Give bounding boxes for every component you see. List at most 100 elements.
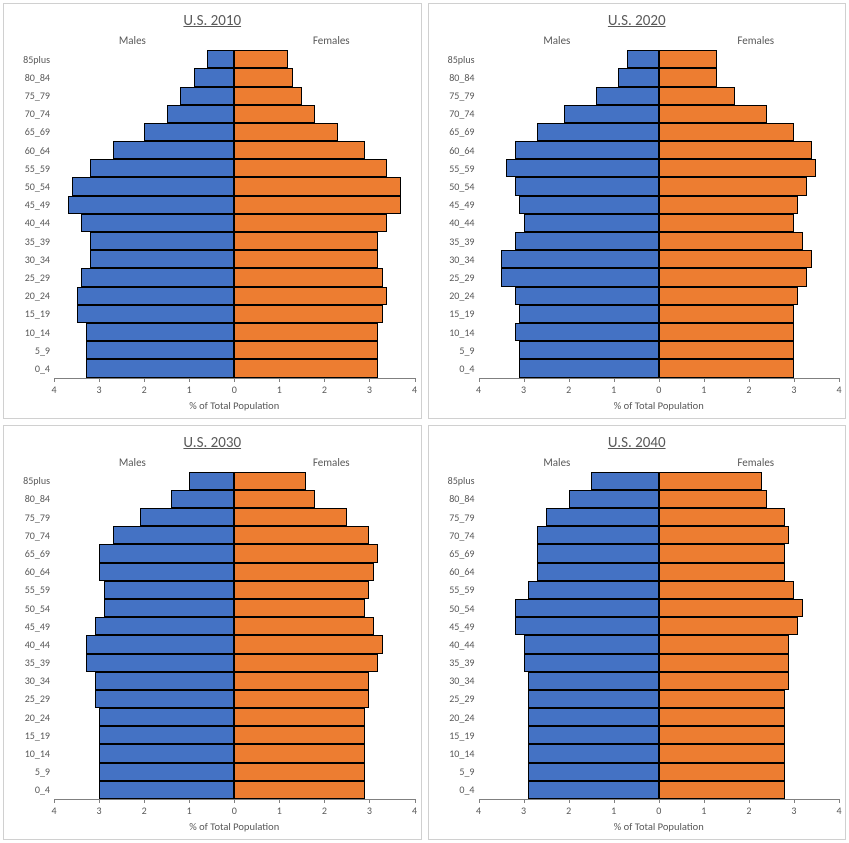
x-tick-label: 1 [187, 383, 192, 396]
female-bar [234, 526, 369, 544]
female-bar [659, 526, 790, 544]
male-bar [528, 581, 659, 599]
female-bar [659, 635, 790, 653]
male-half [54, 635, 234, 653]
age-row [479, 305, 840, 323]
y-tick-label: 45_49 [10, 617, 54, 635]
male-half [479, 141, 659, 159]
male-half [479, 472, 659, 490]
x-tick [279, 799, 280, 803]
male-bar [72, 177, 234, 195]
age-row [54, 490, 415, 508]
female-bar [234, 508, 347, 526]
x-tick-label: 2 [142, 383, 147, 396]
male-bar [99, 744, 234, 762]
male-bar [81, 268, 234, 286]
age-row [54, 563, 415, 581]
x-tick [794, 799, 795, 803]
y-tick-label: 85plus [10, 472, 54, 490]
x-tick [659, 378, 660, 382]
female-half [659, 708, 839, 726]
male-half [54, 708, 234, 726]
female-half [659, 250, 839, 268]
x-tick [189, 799, 190, 803]
female-half [659, 123, 839, 141]
female-half [234, 50, 414, 68]
female-half [234, 472, 414, 490]
male-half [54, 581, 234, 599]
age-row [54, 196, 415, 214]
male-bar [528, 708, 659, 726]
x-tick [479, 378, 480, 382]
female-half [234, 672, 414, 690]
male-bar [524, 635, 659, 653]
age-row [479, 581, 840, 599]
female-bar [659, 159, 817, 177]
female-half [659, 726, 839, 744]
y-tick-label: 80_84 [435, 490, 479, 508]
age-row [54, 744, 415, 762]
male-bar [113, 141, 235, 159]
male-bar [77, 305, 235, 323]
x-tick [369, 378, 370, 382]
panel-title: U.S. 2010 [10, 12, 415, 30]
male-half [479, 726, 659, 744]
male-half [54, 599, 234, 617]
female-half [659, 563, 839, 581]
age-row [479, 87, 840, 105]
male-bar [95, 672, 235, 690]
male-bar [99, 708, 234, 726]
x-tick [279, 378, 280, 382]
female-bar [234, 268, 383, 286]
female-half [234, 141, 414, 159]
female-half [234, 250, 414, 268]
pyramid-panel: U.S. 20400_45_910_1415_1920_2425_2930_34… [428, 425, 847, 841]
x-tick-label: 1 [277, 383, 282, 396]
female-half [659, 268, 839, 286]
male-bar [95, 690, 235, 708]
male-bar [95, 617, 235, 635]
y-tick-label: 25_29 [435, 268, 479, 286]
male-bar [564, 105, 659, 123]
female-bar [659, 708, 785, 726]
x-tick-label: 3 [97, 383, 102, 396]
female-half [659, 87, 839, 105]
female-half [234, 87, 414, 105]
x-axis-label: % of Total Population [54, 399, 415, 412]
male-half [54, 159, 234, 177]
male-bar [591, 472, 659, 490]
female-bar [234, 177, 401, 195]
female-bar [659, 781, 785, 799]
y-tick-label: 5_9 [10, 341, 54, 359]
age-row [54, 599, 415, 617]
x-tick [324, 799, 325, 803]
female-bar [659, 50, 718, 68]
x-tick [614, 378, 615, 382]
y-tick-label: 65_69 [435, 544, 479, 562]
age-row [479, 672, 840, 690]
female-bar [659, 250, 812, 268]
male-bar [546, 508, 659, 526]
female-bar [234, 690, 369, 708]
female-half [659, 599, 839, 617]
y-tick-label: 40_44 [10, 214, 54, 232]
age-row [54, 708, 415, 726]
male-half [54, 341, 234, 359]
female-bar [234, 563, 374, 581]
female-half [659, 105, 839, 123]
legend-females: Females [313, 456, 350, 469]
y-tick-label: 20_24 [10, 287, 54, 305]
chart-area: 0_45_910_1415_1920_2425_2930_3435_3940_4… [435, 32, 840, 412]
x-tick-label: 0 [232, 383, 237, 396]
x-tick [99, 378, 100, 382]
x-tick-label: 4 [476, 804, 481, 817]
age-row [479, 708, 840, 726]
female-bar [659, 287, 799, 305]
female-bar [659, 672, 790, 690]
male-half [479, 581, 659, 599]
panel-title: U.S. 2030 [10, 434, 415, 452]
female-bar [659, 472, 763, 490]
y-tick-label: 75_79 [435, 508, 479, 526]
male-half [479, 250, 659, 268]
female-half [659, 672, 839, 690]
